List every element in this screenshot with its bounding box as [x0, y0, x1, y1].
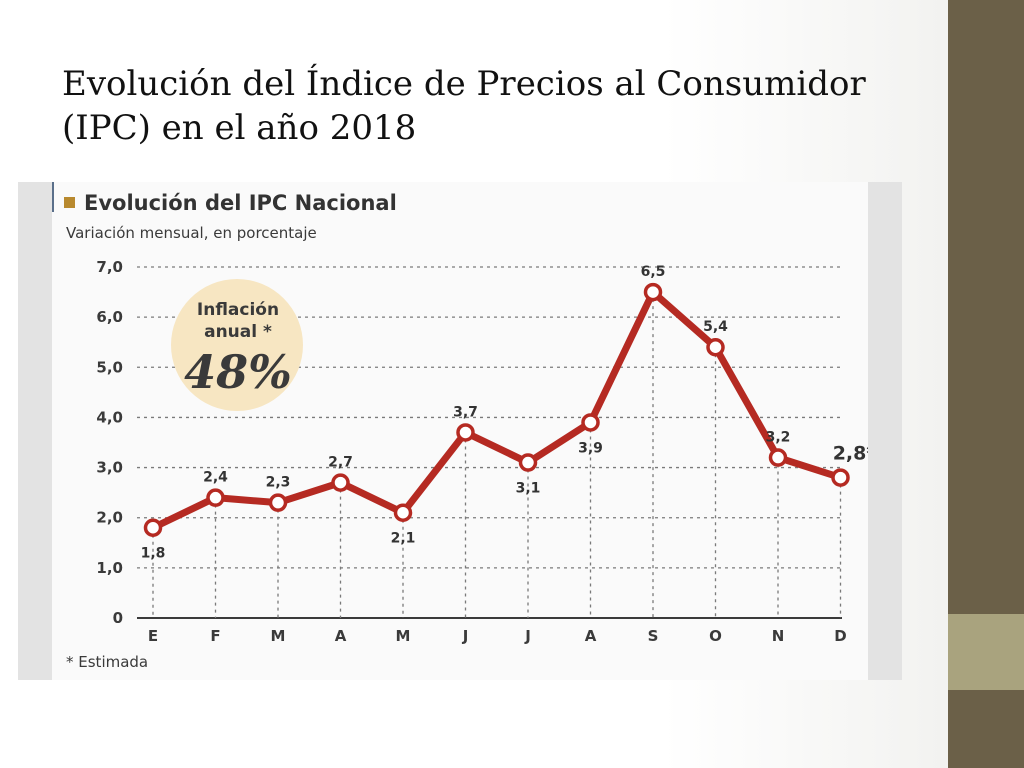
data-point-marker — [268, 493, 288, 512]
data-label: 6,5 — [641, 264, 666, 280]
data-point-marker — [643, 282, 663, 302]
x-tick-label: F — [210, 627, 220, 645]
badge-value: 48% — [184, 345, 292, 399]
y-tick-label: 7,0 — [96, 258, 123, 276]
y-tick-label: 2,0 — [96, 509, 123, 527]
data-label: 3,9 — [578, 440, 603, 456]
heading-square-icon — [64, 197, 75, 208]
data-point-marker — [518, 453, 538, 472]
x-tick-label: O — [709, 627, 722, 645]
x-tick-label: D — [834, 627, 846, 645]
y-axis-labels: 0 1,0 2,0 3,0 4,0 5,0 6,0 7,0 — [96, 258, 123, 627]
data-label: 2,1 — [391, 531, 416, 547]
badge-line-1: Inflación — [197, 300, 279, 320]
chart-subtitle: Variación mensual, en porcentaje — [66, 224, 317, 242]
data-label: 3,7 — [453, 404, 478, 420]
data-point-marker — [143, 518, 163, 537]
data-point-marker — [456, 423, 475, 442]
data-label: 2,3 — [266, 475, 291, 491]
data-label: 3,2 — [766, 430, 791, 446]
badge-line-2: anual * — [204, 322, 272, 342]
data-label: 2,4 — [203, 470, 228, 486]
data-label: 5,4 — [703, 319, 728, 335]
slide-title-line-1: Evolución del Índice de Precios al Consu… — [62, 64, 866, 104]
x-tick-label: S — [648, 627, 659, 645]
chart-image-frame: Evolución del IPC Nacional Variación men… — [18, 182, 902, 680]
data-point-marker — [581, 413, 600, 432]
x-tick-label: J — [462, 627, 469, 645]
data-point-marker — [331, 473, 350, 492]
y-tick-label: 5,0 — [96, 358, 123, 376]
panel-edge-mark — [52, 182, 54, 212]
data-markers — [143, 282, 850, 537]
y-tick-label: 3,0 — [96, 459, 123, 477]
decorative-side-accent — [948, 614, 1024, 690]
data-labels: 1,8 2,4 2,3 2,7 2,1 3,7 3,1 3,9 6,5 5,4 3,2 2,8* — [141, 264, 868, 562]
y-tick-label: 4,0 — [96, 408, 123, 426]
data-label: 1,8 — [141, 546, 166, 562]
ipc-line-chart: Evolución del IPC Nacional Variación men… — [64, 191, 868, 671]
x-tick-label: J — [524, 627, 531, 645]
grid-lines — [137, 266, 842, 619]
data-label: 3,1 — [516, 481, 541, 497]
y-tick-label: 6,0 — [96, 308, 123, 326]
x-tick-label: E — [148, 627, 158, 645]
y-tick-label: 0 — [113, 609, 123, 627]
x-tick-label: A — [585, 627, 597, 645]
x-tick-label: A — [335, 627, 347, 645]
data-label: 2,8* — [833, 443, 868, 465]
data-point-marker — [393, 503, 413, 522]
data-point-marker — [706, 337, 725, 357]
data-label: 2,7 — [328, 455, 353, 471]
data-point-marker — [768, 448, 788, 467]
x-tick-label: M — [396, 627, 411, 645]
data-point-marker — [206, 488, 225, 507]
series-line — [149, 288, 844, 532]
y-tick-label: 1,0 — [96, 559, 123, 577]
x-tick-label: N — [772, 627, 785, 645]
data-point-marker — [831, 468, 850, 487]
slide-title: Evolución del Índice de Precios al Consu… — [62, 62, 922, 150]
annual-inflation-badge: Inflación anual * 48% — [171, 279, 303, 411]
chart-title: Evolución del IPC Nacional — [84, 191, 397, 215]
footnote: * Estimada — [66, 653, 148, 671]
x-tick-label: M — [271, 627, 286, 645]
badge-circle — [171, 279, 303, 411]
chart-panel: Evolución del IPC Nacional Variación men… — [52, 182, 868, 680]
slide-title-line-2: (IPC) en el año 2018 — [62, 108, 417, 148]
